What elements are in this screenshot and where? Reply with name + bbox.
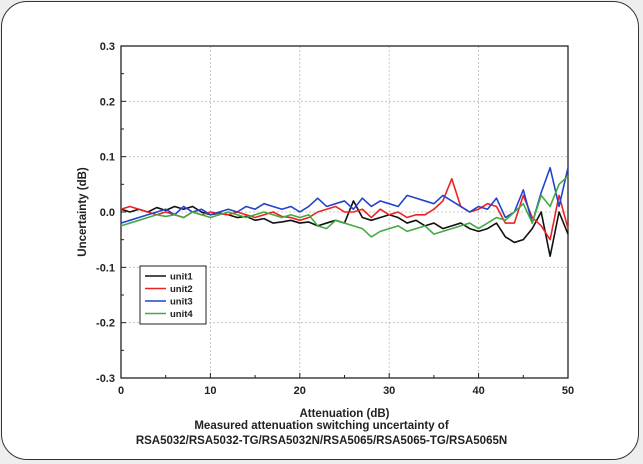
caption-line-2: RSA5032/RSA5032-TG/RSA5032N/RSA5065/RSA5… <box>135 435 508 447</box>
x-axis-label: Attenuation (dB) <box>299 408 389 420</box>
x-tick-label: 10 <box>204 385 216 397</box>
y-tick-label: -0.1 <box>96 262 115 274</box>
y-tick-label: 0.1 <box>100 152 115 164</box>
y-tick-label: 0.2 <box>100 96 115 108</box>
x-tick-label: 50 <box>562 385 574 397</box>
caption-line-1: Measured attenuation switching uncertain… <box>194 420 449 432</box>
axis-ticks: 0 10 20 30 40 50 0.3 0.2 0.1 0.0 -0.1 -0.2 -0.3 <box>96 41 574 397</box>
x-tick-label: 30 <box>383 385 395 397</box>
grid <box>121 46 568 378</box>
legend-label-unit4: unit4 <box>170 309 193 320</box>
x-tick-label: 0 <box>118 385 124 397</box>
y-tick-label: 0.0 <box>100 207 115 219</box>
y-axis-label: Uncertainty (dB) <box>77 167 89 257</box>
series-line-unit3 <box>120 166 569 224</box>
y-tick-label: -0.3 <box>96 373 115 385</box>
series-line-unit4 <box>120 175 569 238</box>
x-tick-label: 40 <box>472 385 484 397</box>
series-group <box>120 166 569 258</box>
x-tick-label: 20 <box>294 385 306 397</box>
legend-label-unit3: unit3 <box>170 297 193 308</box>
legend-label-unit1: unit1 <box>170 272 193 283</box>
y-tick-label: -0.2 <box>96 318 115 330</box>
legend-label-unit2: unit2 <box>170 284 193 295</box>
y-tick-label: 0.3 <box>100 41 115 53</box>
